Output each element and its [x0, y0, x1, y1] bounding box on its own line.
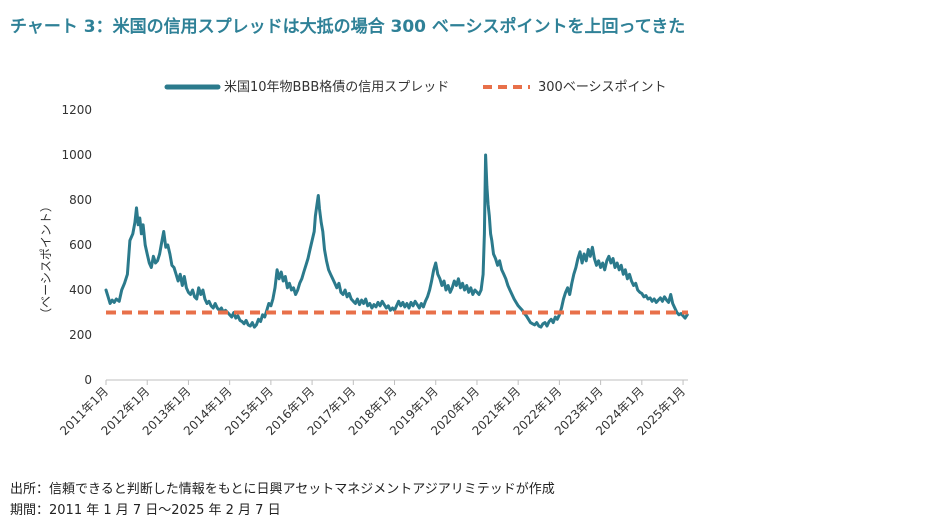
y-tick-label: 800	[69, 193, 92, 207]
y-tick-label: 400	[69, 283, 92, 297]
y-tick-label: 200	[69, 328, 92, 342]
series-line-spread	[104, 153, 689, 329]
chart-title: チャート 3：米国の信用スプレッドは大抵の場合 300 ベーシスポイントを上回っ…	[10, 17, 686, 37]
legend-label-threshold: 300ベーシスポイント	[538, 80, 667, 95]
y-tick-label: 1200	[61, 103, 92, 117]
chart-area: 米国10年物BBB格債の信用スプレッド 300ベーシスポイント （ベーシスポイン…	[39, 79, 689, 438]
period-note: 期間：2011 年 1 月 7 日～2025 年 2 月 7 日	[10, 503, 281, 518]
x-axis: 2011年1月2012年1月2013年1月2014年1月2015年1月2016年…	[57, 379, 688, 438]
y-tick-label: 1000	[61, 148, 92, 162]
legend: 米国10年物BBB格債の信用スプレッド 300ベーシスポイント	[164, 79, 667, 95]
y-axis-ticks: 0 200 400 600 800 1000 1200	[61, 103, 92, 387]
series-layer	[104, 153, 689, 329]
y-tick-label: 0	[84, 373, 92, 387]
legend-label-spread: 米国10年物BBB格債の信用スプレッド	[224, 79, 449, 95]
source-note: 出所：信頼できると判断した情報をもとに日興アセットマネジメントアジアリミテッドが…	[10, 482, 555, 497]
y-tick-label: 600	[69, 238, 92, 252]
y-axis-label: （ベーシスポイント）	[39, 200, 53, 320]
